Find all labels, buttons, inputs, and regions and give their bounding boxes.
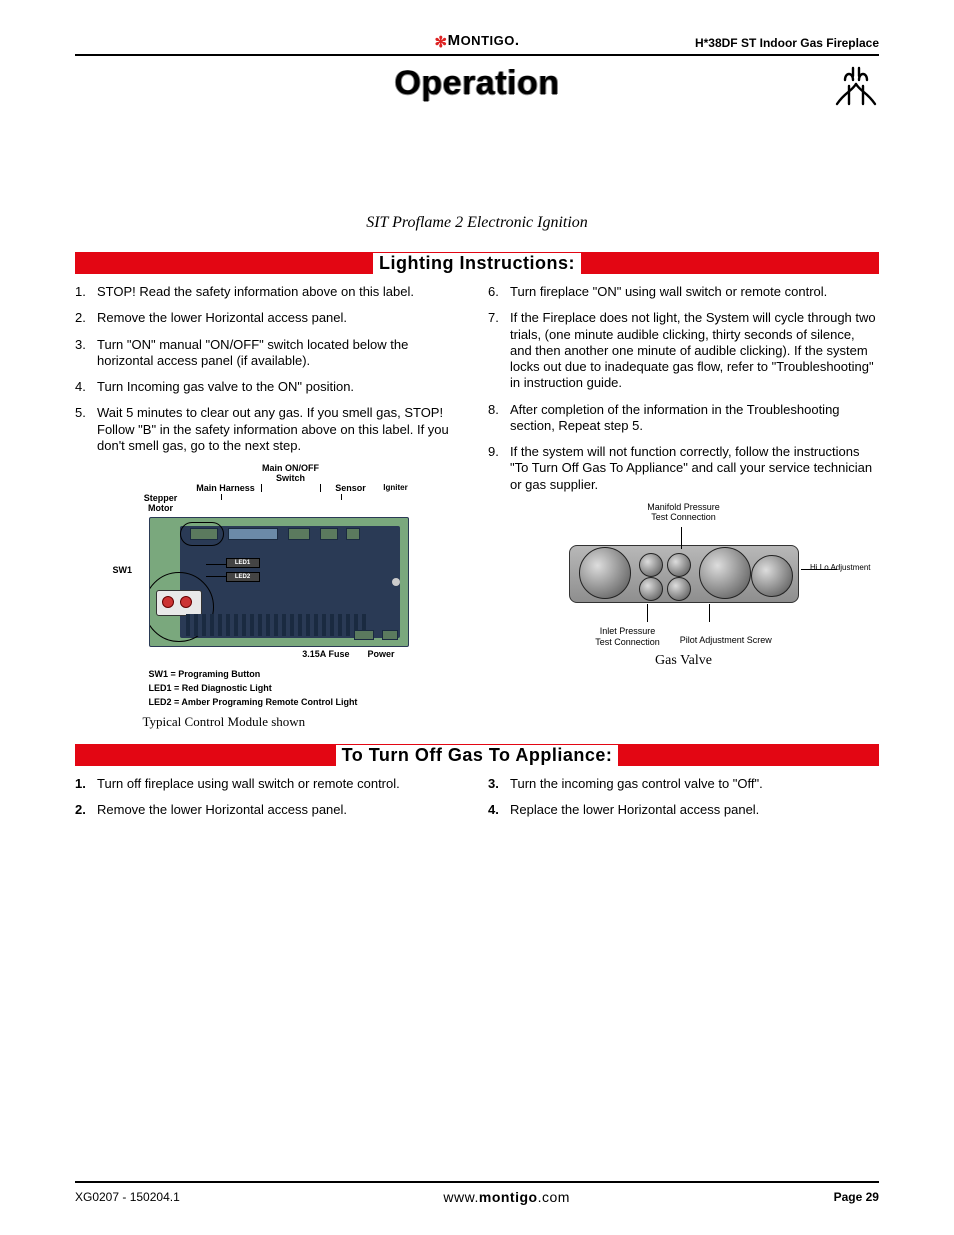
- turnoff-section: To Turn Off Gas To Appliance: 1.Turn off…: [75, 744, 879, 829]
- list-item: 1.STOP! Read the safety information abov…: [75, 284, 466, 300]
- label-power: Power: [367, 649, 394, 660]
- list-item: 3.Turn the incoming gas control valve to…: [488, 776, 879, 792]
- list-item: 2.Remove the lower Horizontal access pan…: [75, 802, 466, 818]
- list-item: 4.Turn Incoming gas valve to the ON" pos…: [75, 379, 466, 395]
- doc-id: XG0207 - 150204.1: [75, 1190, 180, 1204]
- brand-logo: ✻MONTIGO.: [343, 31, 611, 50]
- label-fuse: 3.15A Fuse: [302, 649, 349, 660]
- list-item: 6.Turn fireplace "ON" using wall switch …: [488, 284, 879, 300]
- title-row: Operation: [75, 64, 879, 124]
- page-title: Operation: [394, 64, 559, 103]
- label-igniter: Igniter: [381, 484, 411, 494]
- label-stepper: Stepper Motor: [131, 494, 191, 514]
- lighting-heading: Lighting Instructions:: [373, 253, 581, 274]
- page-footer: XG0207 - 150204.1 www.montigo.com Page 2…: [75, 1181, 879, 1205]
- lighting-banner: Lighting Instructions:: [75, 252, 879, 274]
- fireplace-icon: [833, 62, 879, 108]
- list-item: 7.If the Fireplace does not light, the S…: [488, 310, 879, 391]
- label-hi-lo: Hi Lo Adjustment: [810, 563, 870, 573]
- label-inlet-pressure: Inlet Pressure: [595, 626, 660, 637]
- list-item: 8.After completion of the information in…: [488, 402, 879, 435]
- lighting-col-left: 1.STOP! Read the safety information abov…: [75, 284, 466, 730]
- turnoff-banner: To Turn Off Gas To Appliance:: [75, 744, 879, 766]
- header-rule: [75, 54, 879, 56]
- lighting-columns: 1.STOP! Read the safety information abov…: [75, 284, 879, 730]
- led2: LED2: [226, 572, 260, 582]
- list-item: 1.Turn off fireplace using wall switch o…: [75, 776, 466, 792]
- label-sensor: Sensor: [321, 484, 381, 494]
- legend-sw1: SW1 = Programing Button: [149, 667, 411, 681]
- turnoff-heading: To Turn Off Gas To Appliance:: [336, 745, 619, 766]
- legend-led2: LED2 = Amber Programing Remote Control L…: [149, 695, 411, 709]
- subtitle: SIT Proflame 2 Electronic Ignition: [75, 214, 879, 232]
- list-item: 4.Replace the lower Horizontal access pa…: [488, 802, 879, 818]
- label-onoff: Main ON/OFF Switch: [261, 464, 321, 484]
- control-module-caption: Typical Control Module shown: [143, 714, 411, 730]
- gas-valve-diagram: Manifold Pressure Test Connection: [534, 503, 834, 670]
- label-harness: Main Harness: [191, 484, 261, 494]
- product-name: H*38DF ST Indoor Gas Fireplace: [611, 36, 879, 50]
- page-number: Page 29: [834, 1190, 879, 1204]
- label-pilot-adjust: Pilot Adjustment Screw: [680, 626, 772, 649]
- label-test-connection-top: Test Connection: [534, 513, 834, 523]
- label-test-connection-bottom: Test Connection: [595, 637, 660, 648]
- gas-valve-caption: Gas Valve: [534, 652, 834, 670]
- lighting-col-right: 6.Turn fireplace "ON" using wall switch …: [488, 284, 879, 730]
- legend-led1: LED1 = Red Diagnostic Light: [149, 681, 411, 695]
- flame-icon: ✻: [434, 33, 447, 51]
- footer-url: www.montigo.com: [443, 1189, 570, 1205]
- page-header: ✻MONTIGO. H*38DF ST Indoor Gas Fireplace: [75, 20, 879, 50]
- list-item: 2.Remove the lower Horizontal access pan…: [75, 310, 466, 326]
- control-module-diagram: Main ON/OFF Switch Main Harness Sensor I…: [131, 464, 411, 730]
- label-sw1: SW1: [113, 565, 133, 576]
- list-item: 3.Turn "ON" manual "ON/OFF" switch locat…: [75, 337, 466, 370]
- list-item: 5.Wait 5 minutes to clear out any gas. I…: [75, 405, 466, 454]
- page: ✻MONTIGO. H*38DF ST Indoor Gas Fireplace…: [0, 0, 954, 1235]
- control-board: LED1 LED2: [149, 517, 409, 647]
- list-item: 9.If the system will not function correc…: [488, 444, 879, 493]
- led1: LED1: [226, 558, 260, 568]
